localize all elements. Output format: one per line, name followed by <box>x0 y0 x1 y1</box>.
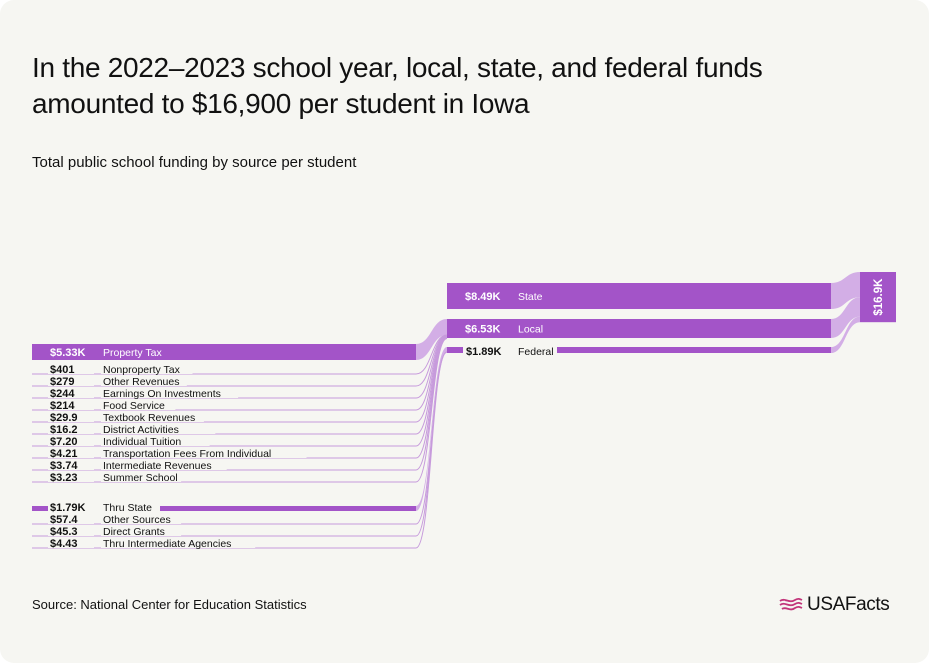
category-value-federal: $1.89K <box>466 346 502 358</box>
category-name-local: Local <box>518 324 543 336</box>
source-name-direct-grants: Direct Grants <box>103 526 165 538</box>
category-name-state: State <box>518 291 543 303</box>
source-value-bg-earnings-on-investments <box>48 388 94 398</box>
source-name-bg-intermediate-revenues <box>101 460 227 470</box>
source-value-bg-direct-grants <box>48 526 94 536</box>
chart-title: In the 2022–2023 school year, local, sta… <box>32 52 763 119</box>
source-name-summer-school: Summer School <box>103 472 178 484</box>
source-value-other-sources: $57.4 <box>50 514 78 526</box>
source-bar-thru-state-stub <box>32 506 48 511</box>
category-value-state: $8.49K <box>465 291 501 303</box>
category-name-federal: Federal <box>518 346 554 358</box>
source-value-food-service: $214 <box>50 400 75 412</box>
category-value-local: $6.53K <box>465 324 501 336</box>
source-value-earnings-on-investments: $244 <box>50 388 75 400</box>
source-name-bg-individual-tuition <box>101 436 210 446</box>
source-name-bg-district-activities <box>101 424 216 434</box>
brand-name: USAFacts <box>807 594 890 615</box>
source-value-bg-nonproperty-tax <box>48 364 94 374</box>
source-name-individual-tuition: Individual Tuition <box>103 436 181 448</box>
source-name-bg-other-sources <box>101 514 182 524</box>
category-bar-federal-stub <box>447 347 463 353</box>
source-value-bg-intermediate-revenues <box>48 460 94 470</box>
flow-property-tax <box>416 319 447 360</box>
source-value-bg-transportation-fees-from-individual <box>48 448 94 458</box>
source-value-nonproperty-tax: $401 <box>50 364 74 376</box>
source-name-bg-other-revenues <box>101 376 187 386</box>
source-value-summer-school: $3.23 <box>50 472 78 484</box>
source-value-bg-thru-intermediate-agencies <box>48 538 94 548</box>
source-name-food-service: Food Service <box>103 400 165 412</box>
chart-subtitle: Total public school funding by source pe… <box>32 154 357 171</box>
source-name-bg-nonproperty-tax <box>101 364 193 374</box>
source-name-bg-food-service <box>101 400 176 410</box>
source-name-bg-textbook-revenues <box>101 412 204 422</box>
source-bar-thru-state <box>160 506 416 511</box>
category-bar-state <box>447 283 831 309</box>
source-name-textbook-revenues: Textbook Revenues <box>103 412 195 424</box>
source-name-bg-direct-grants <box>101 526 182 536</box>
source-name-other-sources: Other Sources <box>103 514 171 526</box>
source-value-thru-intermediate-agencies: $4.43 <box>50 538 78 550</box>
source-value-property-tax: $5.33K <box>50 347 86 359</box>
source-value-textbook-revenues: $29.9 <box>50 412 78 424</box>
source-value-individual-tuition: $7.20 <box>50 436 78 448</box>
source-value-bg-food-service <box>48 400 94 410</box>
flow-federal-to-total <box>831 316 860 353</box>
flow-thru-intermediate-agencies <box>415 351 448 549</box>
source-name-bg-earnings-on-investments <box>101 388 239 398</box>
flow-thru-state <box>416 347 447 511</box>
source-name-earnings-on-investments: Earnings On Investments <box>103 388 221 400</box>
source-name-nonproperty-tax: Nonproperty Tax <box>103 364 181 376</box>
source-name-property-tax: Property Tax <box>103 347 162 359</box>
flow-summer-school <box>415 338 448 483</box>
source-value-other-revenues: $279 <box>50 376 74 388</box>
source-value-bg-other-sources <box>48 514 94 524</box>
source-value-bg-individual-tuition <box>48 436 94 446</box>
source-name-district-activities: District Activities <box>103 424 179 436</box>
source-name-intermediate-revenues: Intermediate Revenues <box>103 460 212 472</box>
source-name-bg-summer-school <box>101 472 182 482</box>
flow-other-revenues <box>415 334 448 387</box>
source-value-bg-summer-school <box>48 472 94 482</box>
source-name-bg-thru-intermediate-agencies <box>101 538 256 548</box>
source-value-bg-other-revenues <box>48 376 94 386</box>
source-bar-property-tax <box>32 344 416 360</box>
source-note: Source: National Center for Education St… <box>32 597 307 612</box>
source-name-thru-state: Thru State <box>103 502 152 514</box>
source-value-bg-district-activities <box>48 424 94 434</box>
source-value-bg-textbook-revenues <box>48 412 94 422</box>
source-name-bg-transportation-fees-from-individual <box>101 448 307 458</box>
total-label: $16.9K <box>873 278 885 316</box>
source-name-other-revenues: Other Revenues <box>103 376 179 388</box>
flag-icon <box>779 597 803 611</box>
source-value-thru-state: $1.79K <box>50 502 86 514</box>
source-name-thru-intermediate-agencies: Thru Intermediate Agencies <box>103 538 231 550</box>
category-bar-federal <box>557 347 831 353</box>
source-value-direct-grants: $45.3 <box>50 526 78 538</box>
source-value-district-activities: $16.2 <box>50 424 78 436</box>
total-node <box>860 272 896 323</box>
usafacts-logo: USAFacts <box>779 594 890 616</box>
source-value-transportation-fees-from-individual: $4.21 <box>50 448 78 460</box>
source-value-intermediate-revenues: $3.74 <box>50 460 78 472</box>
category-bar-local <box>447 319 831 338</box>
flow-earnings-on-investments <box>415 335 448 399</box>
flow-local-to-total <box>831 297 860 338</box>
source-name-transportation-fees-from-individual: Transportation Fees From Individual <box>103 448 271 460</box>
flow-state-to-total <box>831 272 860 309</box>
